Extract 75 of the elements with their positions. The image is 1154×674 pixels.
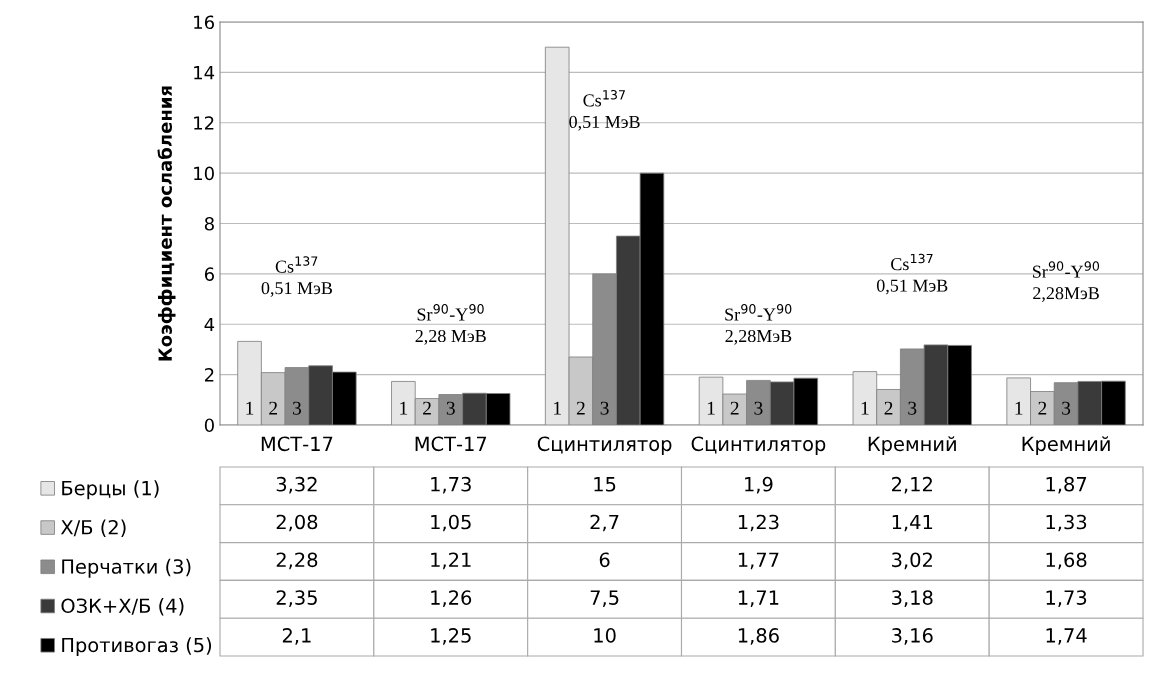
annotation: 3: [600, 401, 609, 415]
data-label: 15: [594, 477, 616, 492]
legend-label: Противогаз (5): [62, 637, 212, 657]
y-tick-label: 0: [204, 418, 214, 433]
y-tick-label: 12: [194, 116, 214, 130]
data-label: 1,33: [1046, 514, 1087, 532]
legend-label: Берцы (1): [62, 480, 159, 500]
y-tick-label: 6: [204, 267, 214, 281]
annotation: 1: [246, 401, 254, 415]
annotation: 1: [1015, 401, 1023, 415]
annotation: 1: [400, 401, 408, 415]
data-label: 1,86: [738, 628, 779, 645]
y-tick-label: 4: [204, 317, 215, 332]
annotation: 2: [730, 401, 739, 415]
y-tick-label: 10: [194, 166, 214, 181]
data-label: 1,21: [431, 552, 471, 570]
data-label: 2,28: [276, 552, 318, 570]
data-label: 1,26: [431, 590, 472, 607]
annotation: 3: [292, 401, 302, 415]
text: Cs$^{137}$ 0,51 МэВ: [569, 90, 640, 131]
text: Cs$^{137}$ 0,51 МэВ: [876, 253, 948, 295]
legend-label: ОЗК+Х/Б (4): [61, 598, 184, 616]
data-label: 3,18: [892, 590, 933, 607]
x-tick-label: Кремний: [868, 436, 956, 455]
y-tick-label: 14: [194, 66, 215, 80]
y-axis-title: Коэффициент ослабления: [157, 86, 176, 361]
data-label: 1,68: [1046, 552, 1087, 570]
annotation: 3: [908, 401, 917, 415]
annotation: 2: [884, 401, 893, 415]
annotation: 2: [576, 401, 585, 415]
data-label: 1,87: [1046, 476, 1087, 494]
x-tick-label: МСТ-17: [415, 436, 487, 452]
annotation: 1: [707, 401, 715, 415]
data-label: 3,32: [276, 476, 317, 494]
text: Cs$^{137}$ 0,51 МэВ: [261, 256, 333, 297]
data-label: 10: [594, 628, 616, 643]
data-label: 1,77: [738, 552, 779, 570]
data-label: 1,25: [431, 628, 471, 645]
data-label: 1,23: [738, 514, 779, 532]
data-label: 2,1: [282, 628, 311, 645]
data-label: 2,12: [892, 476, 932, 494]
data-label: 1,41: [892, 514, 933, 532]
data-label: 6: [599, 552, 610, 568]
data-label: 2,35: [276, 590, 317, 607]
annotation: 2: [1038, 401, 1047, 415]
data-label: 1,9: [745, 476, 773, 494]
data-label: 7,5: [590, 590, 619, 607]
data-label: 1,71: [738, 590, 779, 607]
x-tick-label: Сцинтилятор: [691, 436, 826, 455]
annotation: 3: [446, 401, 455, 415]
annotation: 3: [754, 401, 763, 415]
x-tick-label: МСТ-17: [261, 436, 333, 452]
data-label: 3,02: [892, 552, 932, 570]
annotation: 1: [554, 401, 561, 415]
annotation: 3: [1062, 401, 1071, 415]
annotation: 1: [861, 401, 869, 415]
data-label: 3,16: [892, 628, 933, 645]
annotation: 2: [269, 401, 278, 415]
data-label: 1,73: [431, 476, 471, 494]
x-tick-label: Кремний: [1022, 436, 1110, 455]
legend-label: Перчатки (3): [62, 558, 191, 578]
y-tick-label: 8: [204, 216, 214, 231]
x-tick-label: Сцинтилятор: [537, 436, 672, 455]
y-tick-label: 2: [204, 368, 214, 382]
data-label: 1,73: [1046, 590, 1087, 607]
text: Sr$^{90}$-Y$^{90}$ 2,28 МэВ: [415, 304, 486, 345]
annotation: 2: [423, 401, 431, 415]
data-label: 1,05: [431, 514, 471, 532]
legend-label: Х/Б (2): [60, 519, 126, 537]
y-tick-label: 16: [194, 15, 214, 30]
data-label: 2,7: [590, 514, 619, 532]
text: Sr$^{90}$-Y$^{90}$ 2,28МэВ: [725, 304, 792, 345]
data-label: 1,74: [1046, 628, 1087, 645]
text: Sr$^{90}$-Y$^{90}$ 2,28МэВ: [1032, 261, 1100, 302]
data-label: 2,08: [276, 514, 318, 532]
